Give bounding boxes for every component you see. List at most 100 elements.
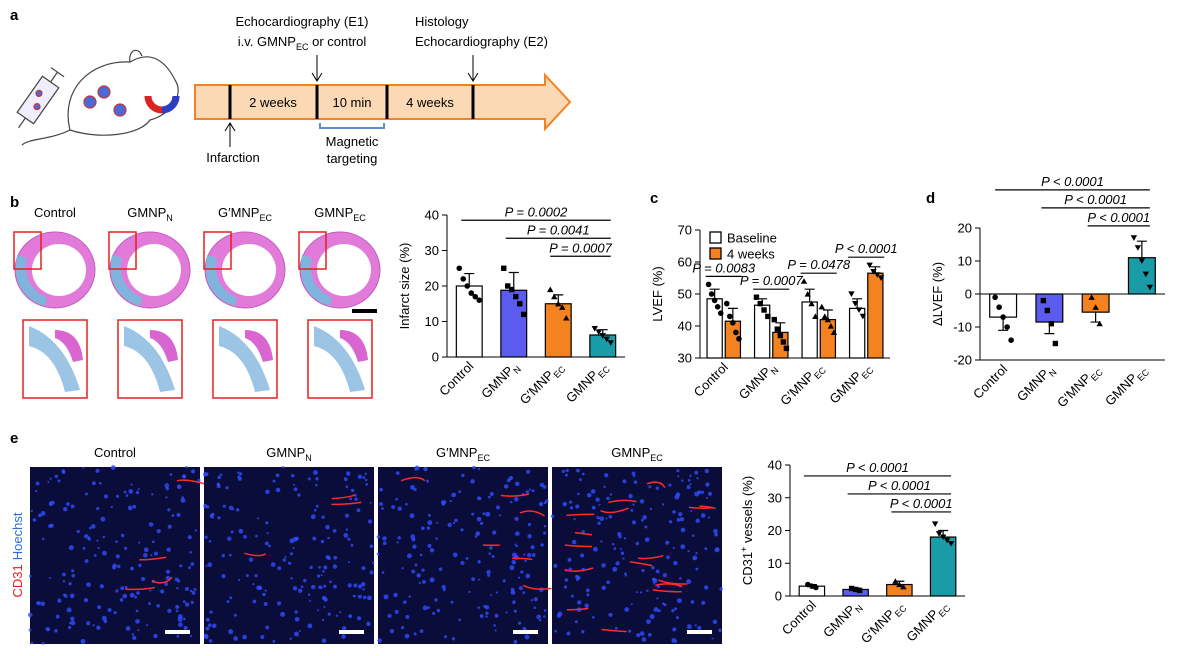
micrograph — [203, 466, 375, 644]
nucleus — [207, 562, 213, 568]
nucleus — [630, 508, 634, 512]
nucleus — [527, 534, 532, 539]
error-bar — [1090, 312, 1101, 323]
nucleus — [599, 516, 604, 522]
nucleus — [450, 600, 454, 604]
vessel — [566, 513, 595, 517]
tissue — [32, 244, 86, 296]
nucleus — [487, 573, 491, 577]
nucleus — [394, 609, 399, 614]
nucleus — [256, 585, 262, 591]
nucleus — [612, 566, 618, 572]
nucleus — [492, 530, 497, 535]
nucleus — [421, 526, 425, 531]
nucleus — [70, 620, 76, 626]
y-tick-label: 0 — [432, 350, 439, 365]
nucleus — [557, 611, 563, 617]
image-label: GMNPEC — [314, 205, 366, 223]
tissue — [55, 330, 83, 362]
nucleus — [47, 481, 50, 484]
nucleus — [307, 593, 311, 596]
nucleus — [204, 472, 209, 477]
nucleus — [635, 541, 640, 546]
nucleus — [524, 559, 527, 563]
nucleus — [564, 473, 568, 477]
nucleus — [365, 483, 368, 486]
nucleus — [413, 632, 417, 636]
nucleus — [197, 478, 201, 482]
nucleus — [719, 587, 723, 591]
tissue — [205, 255, 237, 306]
legend-swatch — [709, 247, 722, 260]
nucleus — [57, 479, 61, 483]
nucleus — [284, 555, 287, 558]
vessel — [519, 510, 545, 517]
nucleus — [452, 552, 458, 558]
bar — [867, 272, 884, 359]
y-tick-label: 40 — [678, 319, 692, 334]
nucleus — [440, 500, 446, 505]
nucleus — [69, 593, 75, 599]
roi-box — [13, 231, 42, 270]
image-label-part: Control — [34, 205, 76, 220]
image-label-part: EC — [259, 213, 272, 223]
nucleus — [225, 486, 229, 490]
image-label: GMNPN — [266, 445, 312, 463]
nucleus — [695, 551, 698, 555]
nucleus — [217, 475, 221, 480]
panel-label: c — [650, 190, 658, 207]
nucleus — [577, 492, 580, 496]
nucleus — [45, 626, 50, 632]
nucleus — [252, 599, 257, 604]
y-tick-label: 40 — [768, 458, 782, 473]
nucleus — [641, 568, 645, 573]
nucleus — [120, 533, 125, 538]
data-point — [603, 336, 610, 343]
nucleus — [62, 580, 66, 583]
nucleus — [642, 515, 647, 520]
nucleus — [293, 483, 296, 486]
nucleus — [190, 634, 193, 638]
nucleus — [707, 491, 712, 496]
data-point — [896, 581, 903, 588]
nucleus — [166, 547, 171, 552]
comparison-label: P < 0.0001 — [1087, 210, 1150, 225]
data-point — [859, 313, 867, 320]
nucleus — [665, 540, 670, 545]
nucleus — [317, 609, 320, 612]
nucleus — [103, 494, 108, 499]
nucleus — [179, 564, 183, 568]
nucleus — [362, 476, 366, 479]
nucleus — [652, 582, 656, 585]
nucleus — [512, 602, 515, 605]
nucleus — [697, 625, 702, 630]
nucleus — [265, 521, 269, 525]
nucleus — [289, 637, 292, 641]
nucleus — [48, 524, 53, 528]
nucleus — [700, 490, 705, 494]
tissue — [245, 330, 273, 362]
nucleus — [489, 491, 494, 497]
nucleus — [265, 625, 270, 630]
nucleus — [82, 466, 85, 469]
nucleus — [681, 479, 684, 482]
data-point — [935, 531, 943, 537]
nucleus — [130, 566, 134, 571]
nucleus — [237, 475, 241, 479]
nucleus — [344, 513, 350, 518]
nucleus — [353, 583, 358, 588]
tissue — [127, 244, 181, 296]
nucleus — [598, 503, 601, 506]
x-tick-label-part: N — [511, 364, 523, 376]
nucleus — [86, 621, 91, 626]
nucleus — [526, 553, 532, 558]
vessel — [151, 576, 173, 584]
nucleus — [461, 473, 465, 478]
data-point — [1008, 337, 1014, 344]
nucleus — [631, 471, 636, 476]
data-point — [765, 313, 771, 320]
data-point — [812, 313, 819, 319]
roi-box — [108, 231, 137, 270]
micrograph — [376, 465, 552, 644]
image-label: G′MNPEC — [218, 205, 272, 223]
